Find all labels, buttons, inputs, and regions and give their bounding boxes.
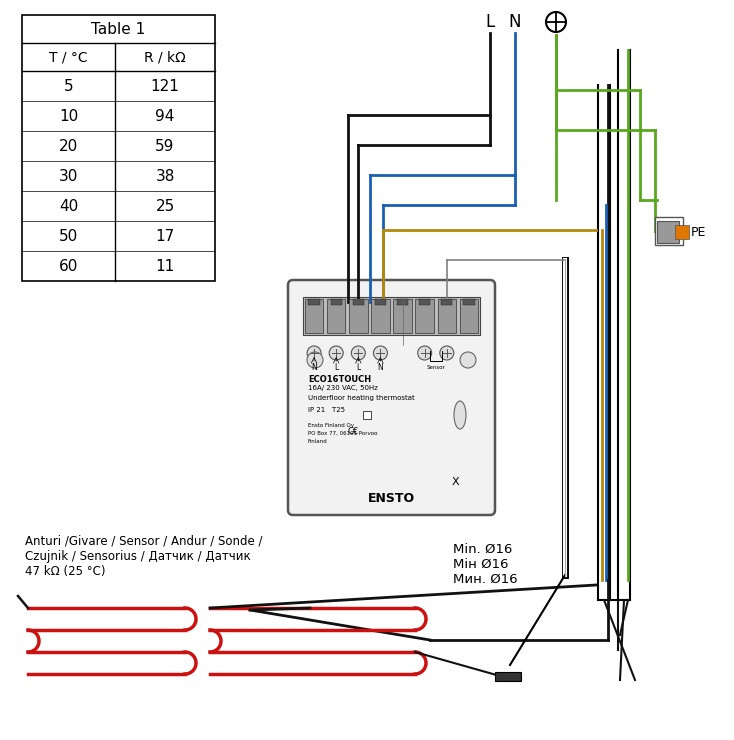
Text: N: N (311, 363, 317, 371)
Bar (437, 299, 456, 333)
Circle shape (307, 346, 321, 360)
Circle shape (374, 346, 388, 360)
Text: X: X (451, 477, 459, 487)
Text: Miн Ø16: Miн Ø16 (453, 558, 509, 571)
Text: L: L (356, 363, 360, 371)
Circle shape (546, 12, 566, 32)
Text: L: L (334, 363, 338, 371)
Text: 38: 38 (156, 169, 175, 184)
Text: 40: 40 (59, 198, 78, 214)
Text: 16A/ 230 VAC, 50Hz: 16A/ 230 VAC, 50Hz (308, 385, 378, 391)
Bar (327, 299, 346, 333)
Bar (463, 299, 474, 305)
Bar (308, 299, 319, 305)
Text: 60: 60 (59, 258, 79, 274)
Circle shape (460, 352, 476, 368)
Circle shape (329, 346, 344, 360)
Bar (459, 299, 479, 333)
Bar (375, 299, 386, 305)
Bar (675, 225, 689, 239)
Text: 11: 11 (156, 258, 175, 274)
Text: 50: 50 (59, 229, 78, 243)
Bar (397, 299, 408, 305)
Text: IP 21   T25: IP 21 T25 (308, 407, 345, 413)
Bar (441, 299, 452, 305)
Text: 121: 121 (150, 78, 179, 93)
Text: 94: 94 (156, 109, 175, 124)
Text: ENSTO: ENSTO (368, 491, 415, 505)
Text: Min. Ø16: Min. Ø16 (453, 543, 512, 556)
Bar (655, 217, 683, 245)
Bar (349, 299, 368, 333)
Bar (303, 297, 480, 335)
Text: 25: 25 (156, 198, 175, 214)
Text: C€: C€ (348, 427, 359, 436)
Text: Anturi /Givare / Sensor / Andur / Sonde /: Anturi /Givare / Sensor / Andur / Sonde … (25, 535, 263, 548)
Text: PO Box 77, 06101 Porvoo: PO Box 77, 06101 Porvoo (308, 431, 377, 436)
Text: 5: 5 (64, 78, 73, 93)
Text: 17: 17 (156, 229, 175, 243)
Text: L: L (485, 13, 495, 31)
Bar (371, 299, 390, 333)
Bar (415, 299, 434, 333)
Text: Мин. Ø16: Мин. Ø16 (453, 573, 517, 586)
Circle shape (440, 346, 454, 360)
Text: Ensto Finland Oy: Ensto Finland Oy (308, 423, 354, 428)
Text: T / °C: T / °C (49, 50, 88, 64)
Text: N: N (377, 363, 383, 371)
Text: Underfloor heating thermostat: Underfloor heating thermostat (308, 395, 415, 401)
Text: 20: 20 (59, 138, 78, 153)
Text: Sensor: Sensor (426, 365, 446, 369)
Text: PE: PE (691, 226, 706, 238)
Bar (363, 411, 371, 419)
Bar (353, 299, 364, 305)
Text: Finland: Finland (308, 439, 328, 444)
Circle shape (307, 352, 323, 368)
Text: 59: 59 (156, 138, 175, 153)
Text: 47 kΩ (25 °C): 47 kΩ (25 °C) (25, 565, 106, 578)
Bar (330, 299, 342, 305)
Circle shape (418, 346, 432, 360)
FancyBboxPatch shape (288, 280, 495, 515)
Text: Czujnik / Sensorius / Датчик / Датчик: Czujnik / Sensorius / Датчик / Датчик (25, 550, 251, 563)
Text: 30: 30 (59, 169, 79, 184)
Text: 10: 10 (59, 109, 78, 124)
Bar (495, 672, 521, 681)
Text: R / kΩ: R / kΩ (144, 50, 186, 64)
Bar (419, 299, 430, 305)
Ellipse shape (454, 401, 466, 429)
Text: N: N (509, 13, 521, 31)
Bar (657, 221, 679, 243)
Bar (305, 299, 324, 333)
Text: Table 1: Table 1 (91, 21, 145, 36)
Text: ECO16TOUCH: ECO16TOUCH (308, 375, 371, 384)
Bar (393, 299, 412, 333)
Circle shape (352, 346, 366, 360)
Bar (22, 15, 215, 281)
